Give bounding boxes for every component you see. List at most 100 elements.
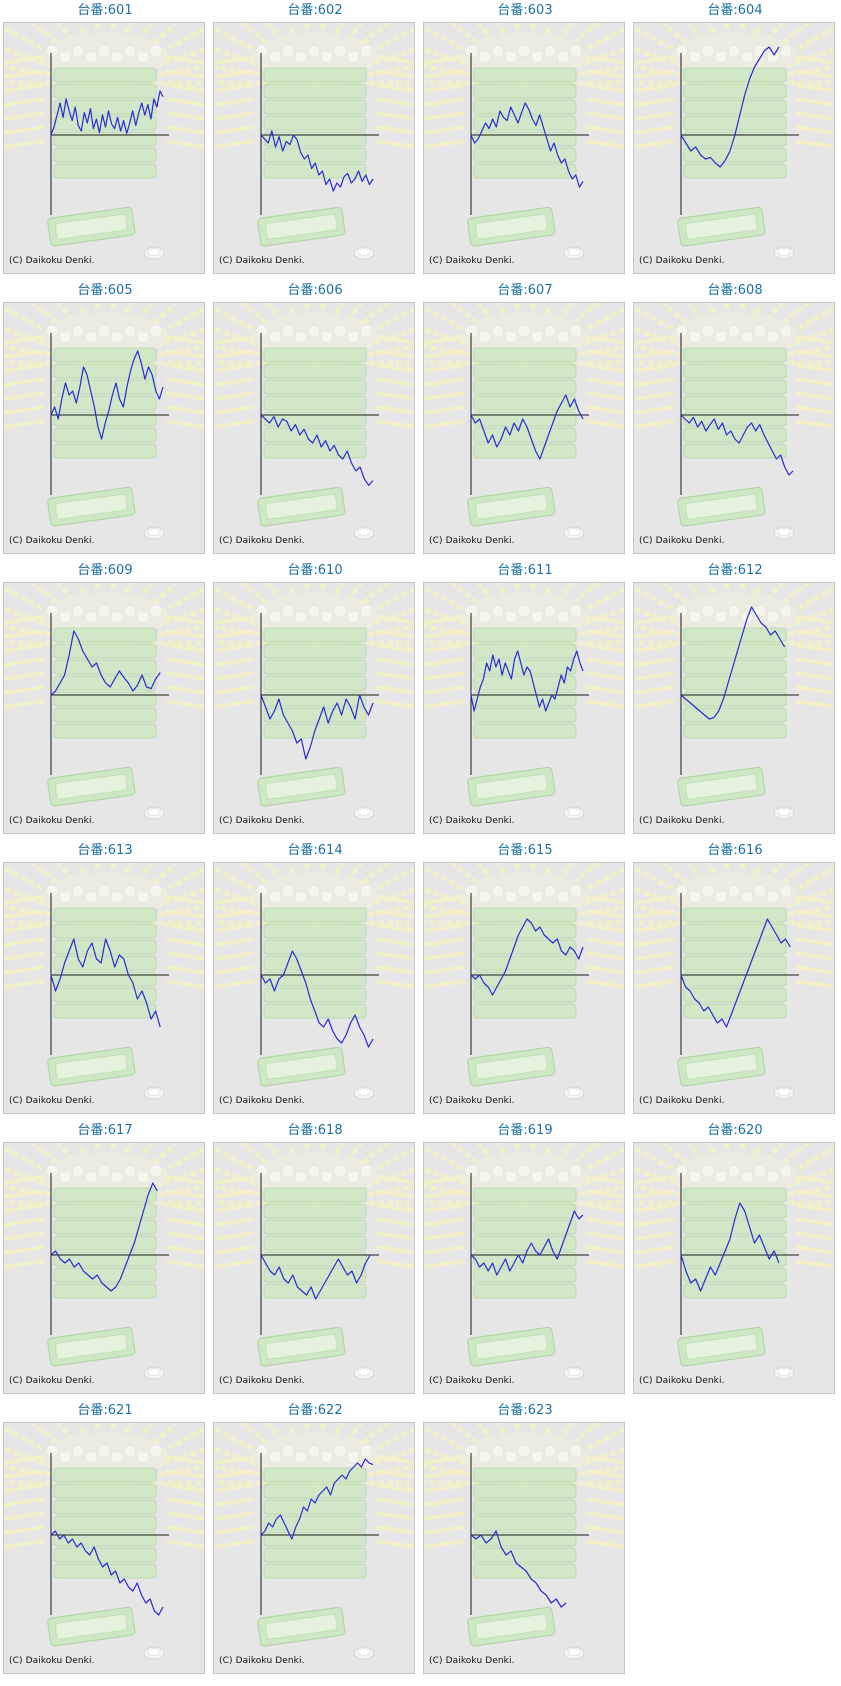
machine-graph-card[interactable]: 台番:622 (C) Daikoku Denki. <box>210 1400 420 1680</box>
graph-panel: (C) Daikoku Denki. <box>213 22 415 274</box>
copyright-text: (C) Daikoku Denki. <box>9 536 95 546</box>
machine-graph-card[interactable]: 台番:602 (C) Daikoku Denki. <box>210 0 420 280</box>
machine-number-link[interactable]: 台番:616 <box>707 843 763 858</box>
machine-number-link[interactable]: 台番:603 <box>497 3 553 18</box>
graph-panel: (C) Daikoku Denki. <box>633 862 835 1114</box>
machine-number-link[interactable]: 台番:620 <box>707 1123 763 1138</box>
machine-number-link[interactable]: 台番:607 <box>497 283 553 298</box>
machine-number-link[interactable]: 台番:617 <box>77 1123 133 1138</box>
copyright-text: (C) Daikoku Denki. <box>429 1096 515 1106</box>
machine-number-link[interactable]: 台番:610 <box>287 563 343 578</box>
machine-graph-card[interactable]: 台番:613 (C) Daikoku Denki. <box>0 840 210 1120</box>
machine-illustration <box>424 23 624 260</box>
machine-number-link[interactable]: 台番:606 <box>287 283 343 298</box>
machine-number-link[interactable]: 台番:601 <box>77 3 133 18</box>
slump-line <box>50 1182 158 1292</box>
slump-graph <box>424 1143 624 1380</box>
slump-graph <box>214 863 414 1100</box>
machine-graph-card[interactable]: 台番:620 (C) Daikoku Denki. <box>630 1120 840 1400</box>
machine-graph-card[interactable]: 台番:609 (C) Daikoku Denki. <box>0 560 210 840</box>
machine-number-link[interactable]: 台番:605 <box>77 283 133 298</box>
machine-graph-card[interactable]: 台番:623 (C) Daikoku Denki. <box>420 1400 630 1680</box>
machine-number-link[interactable]: 台番:621 <box>77 1403 133 1418</box>
slump-graph <box>634 583 834 820</box>
machine-number-link[interactable]: 台番:619 <box>497 1123 553 1138</box>
machine-number-link[interactable]: 台番:608 <box>707 283 763 298</box>
copyright-text: (C) Daikoku Denki. <box>219 256 305 266</box>
machine-illustration <box>4 863 204 1100</box>
slump-line <box>680 414 794 476</box>
machine-illustration <box>634 583 834 820</box>
machine-graph-card[interactable]: 台番:611 (C) Daikoku Denki. <box>420 560 630 840</box>
machine-graph-card[interactable]: 台番:605 (C) Daikoku Denki. <box>0 280 210 560</box>
graph-panel: (C) Daikoku Denki. <box>213 1142 415 1394</box>
machine-graph-card[interactable]: 台番:607 (C) Daikoku Denki. <box>420 280 630 560</box>
machine-number-link[interactable]: 台番:622 <box>287 1403 343 1418</box>
machine-illustration <box>214 1423 414 1660</box>
machine-number-link[interactable]: 台番:614 <box>287 843 343 858</box>
machine-illustration <box>4 583 204 820</box>
slump-line <box>470 650 584 712</box>
machine-number-link[interactable]: 台番:604 <box>707 3 763 18</box>
slump-graph <box>634 23 834 260</box>
graph-panel: (C) Daikoku Denki. <box>3 1142 205 1394</box>
machine-number-link[interactable]: 台番:618 <box>287 1123 343 1138</box>
copyright-text: (C) Daikoku Denki. <box>9 816 95 826</box>
slump-line <box>680 1202 780 1292</box>
slump-line <box>680 606 786 720</box>
slump-graph <box>4 303 204 540</box>
graph-panel: (C) Daikoku Denki. <box>3 22 205 274</box>
slump-line <box>50 938 161 1028</box>
machine-illustration <box>634 1143 834 1380</box>
machine-graph-card[interactable]: 台番:612 (C) Daikoku Denki. <box>630 560 840 840</box>
slump-line <box>50 630 161 696</box>
machine-graph-card[interactable]: 台番:616 (C) Daikoku Denki. <box>630 840 840 1120</box>
machine-graph-card[interactable]: 台番:608 (C) Daikoku Denki. <box>630 280 840 560</box>
copyright-text: (C) Daikoku Denki. <box>429 1376 515 1386</box>
copyright-text: (C) Daikoku Denki. <box>429 816 515 826</box>
graph-panel: (C) Daikoku Denki. <box>633 1142 835 1394</box>
machine-graph-card[interactable]: 台番:604 (C) Daikoku Denki. <box>630 0 840 280</box>
graph-panel: (C) Daikoku Denki. <box>213 1422 415 1674</box>
machine-graph-card[interactable]: 台番:610 (C) Daikoku Denki. <box>210 560 420 840</box>
machine-graph-card[interactable]: 台番:617 (C) Daikoku Denki. <box>0 1120 210 1400</box>
slump-line <box>470 1530 567 1608</box>
copyright-text: (C) Daikoku Denki. <box>429 1656 515 1666</box>
machine-number-link[interactable]: 台番:612 <box>707 563 763 578</box>
machine-number-link[interactable]: 台番:623 <box>497 1403 553 1418</box>
machine-graph-card[interactable]: 台番:601 (C) Daikoku Denki. <box>0 0 210 280</box>
machine-illustration <box>4 303 204 540</box>
machine-illustration <box>4 23 204 260</box>
slump-graph <box>634 1143 834 1380</box>
slump-line <box>680 46 780 168</box>
graph-panel: (C) Daikoku Denki. <box>423 22 625 274</box>
machine-illustration <box>214 583 414 820</box>
slump-graph <box>214 23 414 260</box>
copyright-text: (C) Daikoku Denki. <box>639 816 725 826</box>
graph-panel: (C) Daikoku Denki. <box>3 582 205 834</box>
slump-graph <box>424 583 624 820</box>
machine-number-link[interactable]: 台番:613 <box>77 843 133 858</box>
machine-graph-card[interactable]: 台番:621 (C) Daikoku Denki. <box>0 1400 210 1680</box>
slump-graph <box>424 303 624 540</box>
machine-graph-card[interactable]: 台番:619 (C) Daikoku Denki. <box>420 1120 630 1400</box>
machine-number-link[interactable]: 台番:602 <box>287 3 343 18</box>
copyright-text: (C) Daikoku Denki. <box>429 256 515 266</box>
machine-graph-card[interactable]: 台番:603 (C) Daikoku Denki. <box>420 0 630 280</box>
slump-line <box>470 1210 584 1276</box>
graph-panel: (C) Daikoku Denki. <box>633 582 835 834</box>
slump-line <box>260 950 374 1048</box>
slump-line <box>50 1530 164 1616</box>
machine-graph-card[interactable]: 台番:606 (C) Daikoku Denki. <box>210 280 420 560</box>
machine-graph-card[interactable]: 台番:615 (C) Daikoku Denki. <box>420 840 630 1120</box>
slump-line <box>260 694 374 760</box>
slump-line <box>50 350 164 440</box>
copyright-text: (C) Daikoku Denki. <box>639 536 725 546</box>
machine-number-link[interactable]: 台番:611 <box>497 563 553 578</box>
machine-number-link[interactable]: 台番:615 <box>497 843 553 858</box>
machine-graph-card[interactable]: 台番:618 (C) Daikoku Denki. <box>210 1120 420 1400</box>
machine-graph-card[interactable]: 台番:614 (C) Daikoku Denki. <box>210 840 420 1120</box>
copyright-text: (C) Daikoku Denki. <box>219 1656 305 1666</box>
machine-illustration <box>424 1143 624 1380</box>
machine-number-link[interactable]: 台番:609 <box>77 563 133 578</box>
